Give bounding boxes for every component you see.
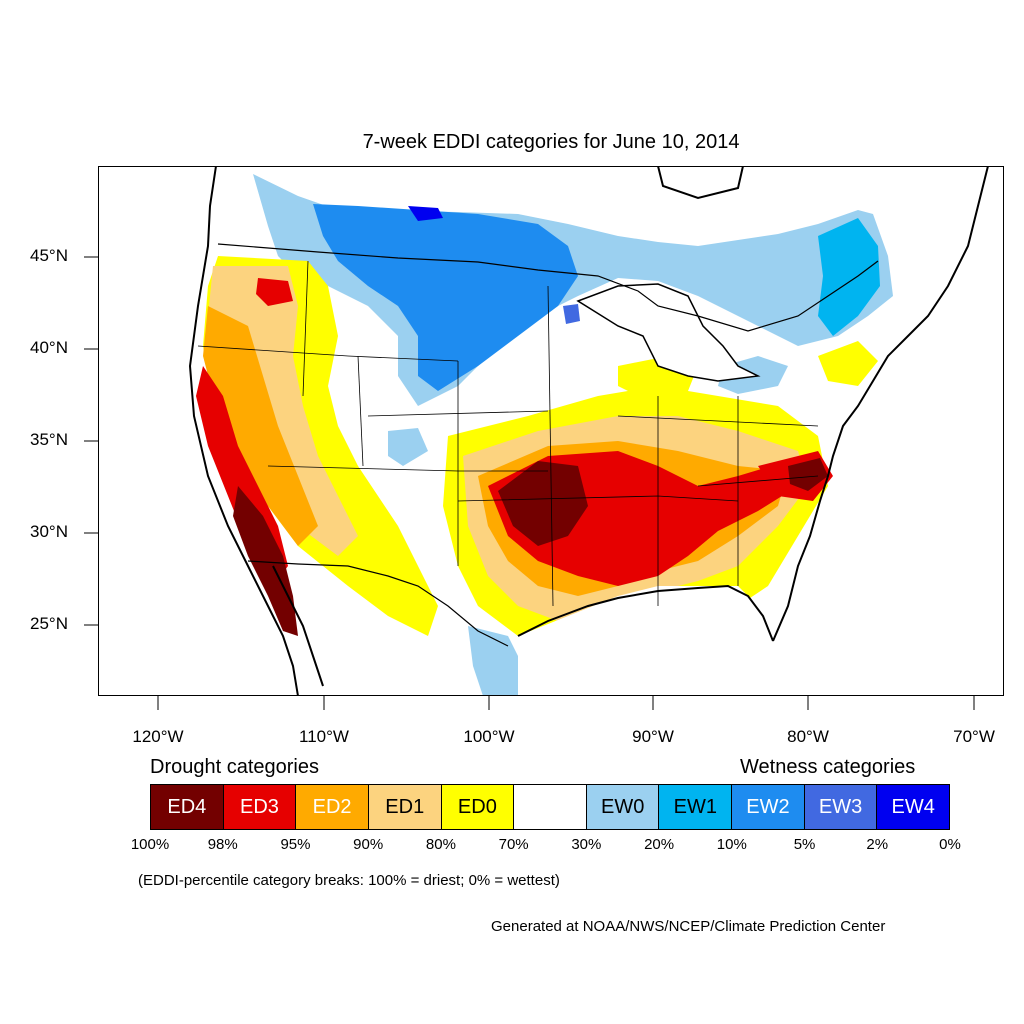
carolina-ed4 bbox=[788, 458, 828, 491]
legend-break-label: 30% bbox=[571, 836, 602, 853]
minnesota-wet-dark bbox=[563, 304, 580, 324]
oregon-ed3 bbox=[256, 278, 293, 306]
state-lines bbox=[197, 260, 819, 607]
legend-cell-ed3: ED3 bbox=[223, 785, 297, 829]
legend-break-label: 20% bbox=[644, 836, 675, 853]
baja-coast bbox=[272, 565, 324, 687]
credit-line: Generated at NOAA/NWS/NCEP/Climate Predi… bbox=[491, 918, 886, 935]
legend-cell-ed1: ED1 bbox=[368, 785, 442, 829]
legend-break-label: 0% bbox=[939, 836, 961, 853]
lon-label-80: 80°W bbox=[787, 727, 829, 746]
legend-cell-ew1: EW1 bbox=[659, 785, 733, 829]
legend-cell-ew4: EW4 bbox=[877, 785, 950, 829]
legend-break-label: 98% bbox=[207, 836, 238, 853]
canada-wet-dark bbox=[408, 206, 443, 221]
lon-label-70: 70°W bbox=[953, 727, 995, 746]
lat-ticks bbox=[84, 256, 98, 626]
atlantic-coastline bbox=[772, 166, 989, 642]
legend-break-label: 5% bbox=[793, 836, 816, 853]
hudson-bay bbox=[658, 166, 738, 196]
pacific-ocean bbox=[98, 166, 298, 696]
eddi-map bbox=[98, 166, 1004, 696]
lon-label-120: 120°W bbox=[132, 727, 184, 746]
legend-break-label: 95% bbox=[280, 836, 311, 853]
lat-label-25: 25°N bbox=[30, 614, 68, 633]
map-title: 7-week EDDI categories for June 10, 2014 bbox=[362, 131, 740, 153]
lat-label-45: 45°N bbox=[30, 246, 68, 265]
wetness-heading: Wetness categories bbox=[740, 756, 916, 778]
gulf-coastline bbox=[517, 584, 774, 642]
legend-cell-ew2: EW2 bbox=[732, 785, 805, 829]
legend-cell-ed0: ED0 bbox=[441, 785, 515, 829]
canada-wet-cyan bbox=[818, 218, 880, 336]
oklahoma-ed4 bbox=[498, 461, 588, 546]
legend-break-label: 80% bbox=[425, 836, 456, 853]
lat-label-30: 30°N bbox=[30, 522, 68, 541]
legend-cell-ed4: ED4 bbox=[151, 785, 224, 829]
legend-break-label: 100% bbox=[130, 836, 170, 853]
drought-heading: Drought categories bbox=[150, 756, 319, 778]
us-mexico-border bbox=[247, 560, 509, 647]
us-canada-border bbox=[217, 243, 879, 332]
canada-wet-medium bbox=[313, 204, 578, 391]
lon-ticks bbox=[157, 696, 975, 710]
legend-break-label: 2% bbox=[866, 836, 889, 853]
lon-label-100: 100°W bbox=[463, 727, 515, 746]
map-panel bbox=[98, 166, 1004, 696]
lat-label-35: 35°N bbox=[30, 430, 68, 449]
lon-label-90: 90°W bbox=[632, 727, 674, 746]
legend-note: (EDDI-percentile category breaks: 100% =… bbox=[138, 872, 560, 889]
legend-break-label: 90% bbox=[353, 836, 384, 853]
northeast-yellow bbox=[818, 341, 878, 386]
west-drought-ed2 bbox=[203, 306, 318, 546]
legend-break-label: 10% bbox=[716, 836, 747, 853]
hudson-coast bbox=[657, 166, 744, 200]
great-lakes bbox=[576, 283, 761, 382]
legend-cell-ed2: ED2 bbox=[296, 785, 369, 829]
lat-label-40: 40°N bbox=[30, 338, 68, 357]
legend-cell-neutral bbox=[514, 785, 587, 829]
category-legend: ED4 ED3 ED2 ED1 ED0 EW0 EW1 EW2 EW3 EW4 bbox=[150, 784, 950, 830]
atlantic-ocean bbox=[778, 306, 1004, 696]
texas-wet bbox=[468, 626, 528, 696]
legend-break-label: 70% bbox=[498, 836, 529, 853]
legend-cell-ew3: EW3 bbox=[804, 785, 878, 829]
colorado-wet bbox=[388, 428, 428, 466]
west-coastline bbox=[188, 166, 299, 696]
gulf-of-mexico bbox=[518, 586, 798, 696]
lon-label-110: 110°W bbox=[299, 727, 349, 746]
legend-cell-ew0: EW0 bbox=[586, 785, 660, 829]
west-drought-ed4 bbox=[233, 486, 298, 636]
